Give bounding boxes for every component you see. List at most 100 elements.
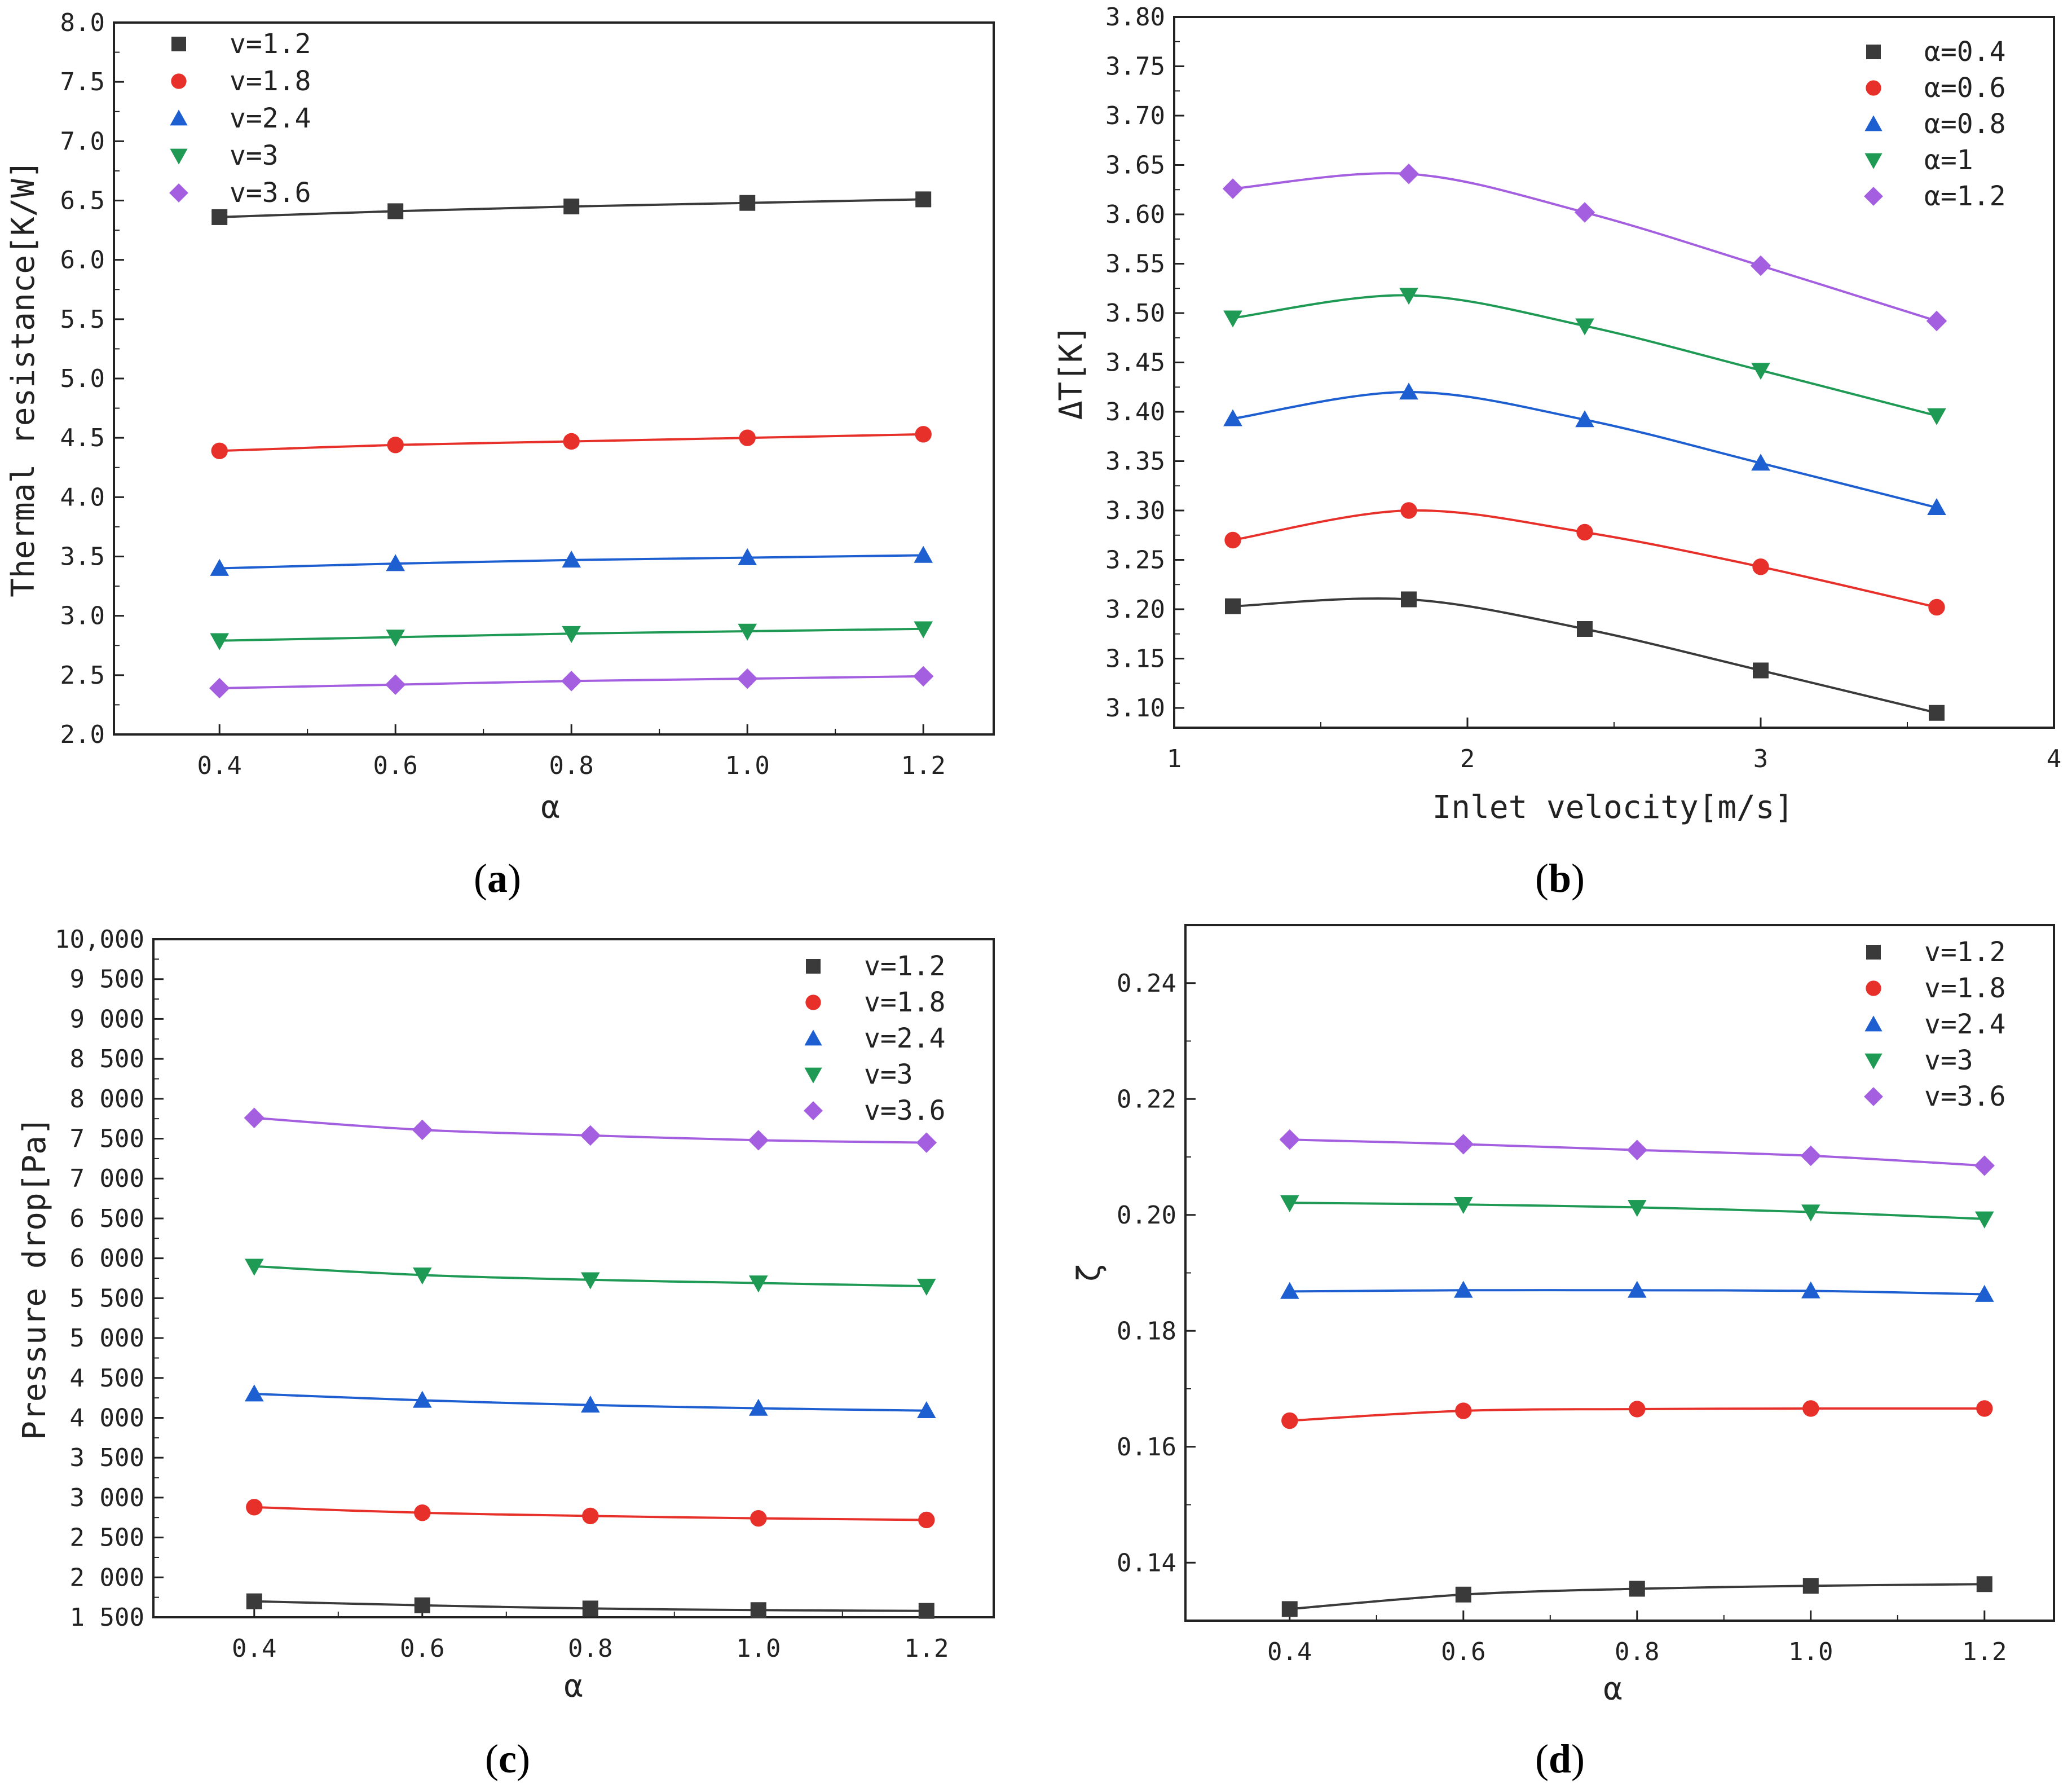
y-tick-label: 4.0	[60, 483, 105, 512]
y-tick-label: 4.5	[60, 424, 105, 452]
y-tick-label: 6.5	[60, 187, 105, 215]
data-point	[581, 1396, 600, 1413]
data-point	[1751, 363, 1770, 380]
legend-item: v=2.4	[170, 103, 311, 134]
chart-panel-c: 1 500 2 000 2 500 3 000 3 500 4 000 4 500 5 000…	[16, 925, 995, 1781]
legend-item: v=1.2	[806, 950, 946, 982]
data-point	[385, 674, 406, 695]
legend-label: v=3	[864, 1059, 913, 1090]
y-tick-label: 2.5	[60, 661, 105, 690]
y-tick-label: 5 500	[70, 1284, 144, 1313]
legend-label: v=1.8	[1924, 972, 2006, 1004]
data-point	[738, 548, 757, 565]
x-tick-label: 0.8	[549, 751, 593, 780]
data-point	[1802, 1400, 1819, 1417]
data-point	[739, 429, 756, 446]
y-tick-label: 0.16	[1117, 1433, 1176, 1462]
caption-letter: c	[499, 1736, 517, 1781]
data-point	[1455, 1402, 1472, 1419]
y-tick-label: 3.0	[60, 602, 105, 631]
legend-label: α=0.4	[1924, 36, 2006, 68]
legend-marker	[1866, 945, 1881, 960]
legend-marker	[804, 1029, 822, 1046]
legend-marker	[1864, 1087, 1883, 1106]
x-tick-label: 4	[2047, 745, 2062, 773]
data-point	[1575, 410, 1594, 428]
x-tick-label: 1.2	[904, 1634, 949, 1663]
data-point	[917, 1278, 936, 1296]
series-line	[1232, 390, 1937, 509]
series-1	[211, 191, 932, 225]
chart-panel-d: 0.14 0.16 0.18 0.20 0.22 0.24 0.4 0.6 0.8 1.0 1.2 α…	[1071, 924, 2055, 1781]
legend-marker	[1866, 80, 1881, 96]
data-point	[1927, 408, 1946, 425]
caption-close-paren: )	[508, 856, 521, 901]
data-point	[915, 191, 932, 208]
legend-marker	[170, 109, 188, 126]
y-tick-label: 2.0	[60, 720, 105, 749]
data-point	[1975, 1211, 1994, 1229]
series-4	[1223, 288, 1946, 425]
y-tick-label: 7 500	[70, 1125, 144, 1154]
legend-label: v=1.2	[864, 950, 946, 982]
data-point	[1399, 288, 1418, 305]
data-point	[737, 668, 758, 689]
legend-item: α=0.8	[1864, 108, 2006, 140]
y-tick-label: 3.40	[1105, 398, 1165, 426]
y-tick-label: 0.24	[1117, 969, 1176, 998]
y-axis-ticks: 0.14 0.16 0.18 0.20 0.22 0.24	[1117, 969, 1196, 1577]
legend-marker	[1864, 115, 1883, 131]
caption-open-paren: (	[1535, 856, 1549, 901]
y-tick-label: 3.15	[1105, 645, 1165, 674]
series-3	[245, 1384, 936, 1419]
y-tick-label: 3.50	[1105, 299, 1165, 328]
x-axis-ticks: 0.4 0.6 0.8 1.0 1.2	[1267, 1610, 2007, 1666]
data-point	[1577, 621, 1593, 637]
y-tick-label: 10,000	[55, 925, 144, 954]
y-tick-label: 0.14	[1117, 1548, 1176, 1577]
y-tick-label: 4 000	[70, 1403, 144, 1432]
x-tick-label: 1.0	[725, 751, 769, 780]
data-point	[916, 1132, 937, 1153]
legend: v=1.2 v=1.8 v=2.4 v=3 v=3.6	[1864, 936, 2006, 1112]
panel-caption: (b)	[1535, 856, 1585, 901]
x-tick-label: 1.0	[1788, 1638, 1833, 1666]
y-tick-label: 3.45	[1105, 349, 1165, 377]
series-2	[1224, 502, 1945, 616]
x-axis-label: α	[541, 789, 560, 826]
x-axis-ticks: 0.4 0.6 0.8 1.0 1.2	[232, 1607, 949, 1663]
data-point	[1222, 178, 1244, 199]
y-tick-label: 9 000	[70, 1005, 144, 1033]
data-point	[748, 1130, 769, 1151]
y-tick-label: 5 000	[70, 1324, 144, 1353]
y-tick-label: 0.20	[1117, 1201, 1176, 1230]
data-point	[1453, 1134, 1474, 1155]
y-tick-label: 9 500	[70, 965, 144, 994]
data-point	[1280, 1282, 1299, 1299]
legend-label: v=2.4	[230, 103, 311, 134]
y-tick-label: 6.0	[60, 246, 105, 275]
plot-frame	[1184, 924, 2055, 1622]
y-tick-label: 3.20	[1105, 595, 1165, 624]
legend-label: v=3.6	[864, 1095, 946, 1126]
legend-item: v=2.4	[1864, 1009, 2006, 1040]
data-point	[1574, 202, 1595, 223]
data-point	[561, 671, 582, 692]
data-point	[562, 551, 581, 568]
data-point	[386, 630, 405, 647]
legend-label: v=1.2	[230, 28, 311, 60]
x-axis-ticks: 0.4 0.6 0.8 1.0 1.2	[197, 724, 946, 780]
y-tick-label: 3.5	[60, 543, 105, 571]
legend-label: v=2.4	[1924, 1009, 2006, 1040]
y-tick-label: 3.25	[1105, 546, 1165, 575]
y-tick-label: 0.22	[1117, 1085, 1176, 1114]
y-tick-label: 7 000	[70, 1164, 144, 1193]
legend: α=0.4 α=0.6 α=0.8 α=1 α=1.2	[1864, 36, 2006, 212]
legend-marker	[1864, 1015, 1883, 1032]
series-3	[210, 545, 933, 576]
y-tick-label: 7.0	[60, 127, 105, 156]
data-point	[1398, 164, 1419, 184]
data-point	[414, 1597, 430, 1613]
data-point	[1400, 502, 1417, 519]
x-axis-label: α	[564, 1668, 583, 1705]
